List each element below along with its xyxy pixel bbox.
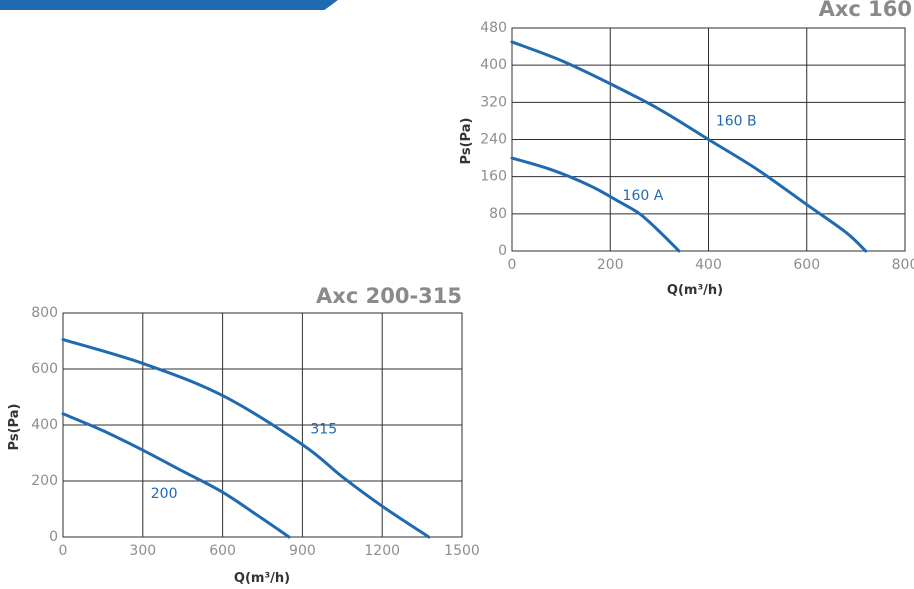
y-tick-label: 0 xyxy=(49,529,58,545)
y-tick-label: 240 xyxy=(480,132,507,148)
x-tick-label: 400 xyxy=(695,257,722,273)
x-ticks-axc200-315: 0 300 600 900 1200 1500 xyxy=(59,543,480,559)
series-axc160: 160 A 160 B xyxy=(510,40,868,253)
header-banner xyxy=(0,0,338,10)
x-tick-label: 200 xyxy=(597,257,624,273)
y-ticks-axc160: 0 80 160 240 320 400 480 xyxy=(480,20,507,259)
series-label-160-a: 160 A xyxy=(623,188,664,204)
y-axis-label-axc160: Ps(Pa) xyxy=(459,118,474,165)
x-tick-label: 300 xyxy=(129,543,156,559)
x-tick-label: 600 xyxy=(209,543,236,559)
y-axis-label-axc200-315: Ps(Pa) xyxy=(7,404,22,451)
x-tick-label: 600 xyxy=(793,257,820,273)
y-tick-label: 320 xyxy=(480,94,507,110)
x-axis-label-axc200-315: Q(m³/h) xyxy=(234,571,290,586)
x-tick-label: 1500 xyxy=(444,543,480,559)
x-axis-label-axc160: Q(m³/h) xyxy=(667,283,723,298)
series-axc200-315: 200 315 xyxy=(61,338,431,539)
grid-axc200-315 xyxy=(62,312,463,538)
y-tick-label: 600 xyxy=(31,361,58,377)
x-ticks-axc160: 0 200 400 600 800 xyxy=(508,257,914,273)
y-tick-label: 400 xyxy=(31,417,58,433)
y-tick-label: 80 xyxy=(489,206,507,222)
x-tick-label: 1200 xyxy=(364,543,400,559)
y-tick-label: 0 xyxy=(498,243,507,259)
series-label-160-b: 160 B xyxy=(716,114,757,130)
y-tick-label: 160 xyxy=(480,169,507,185)
x-tick-label: 900 xyxy=(289,543,316,559)
chart-axc200-315: Axc 200-315 0 200 400 600 800 0 300 600 900 1200… xyxy=(7,284,480,586)
series-label-200: 200 xyxy=(151,486,178,502)
x-tick-label: 0 xyxy=(59,543,68,559)
y-ticks-axc200-315: 0 200 400 600 800 xyxy=(31,305,58,545)
x-tick-label: 800 xyxy=(892,257,914,273)
chart-title-axc160: Axc 160 xyxy=(819,0,912,21)
y-tick-label: 400 xyxy=(480,57,507,73)
series-line-200 xyxy=(61,412,291,539)
series-line-160-a xyxy=(510,156,681,253)
series-label-315: 315 xyxy=(310,421,337,437)
y-tick-label: 200 xyxy=(31,473,58,489)
x-tick-label: 0 xyxy=(508,257,517,273)
y-tick-label: 480 xyxy=(480,20,507,36)
y-tick-label: 800 xyxy=(31,305,58,321)
chart-title-axc200-315: Axc 200-315 xyxy=(316,284,462,308)
series-line-315 xyxy=(61,338,431,539)
chart-axc160: Axc 160 0 80 160 240 320 400 480 0 200 400 600 800… xyxy=(459,0,914,298)
series-line-160-b xyxy=(510,40,868,253)
